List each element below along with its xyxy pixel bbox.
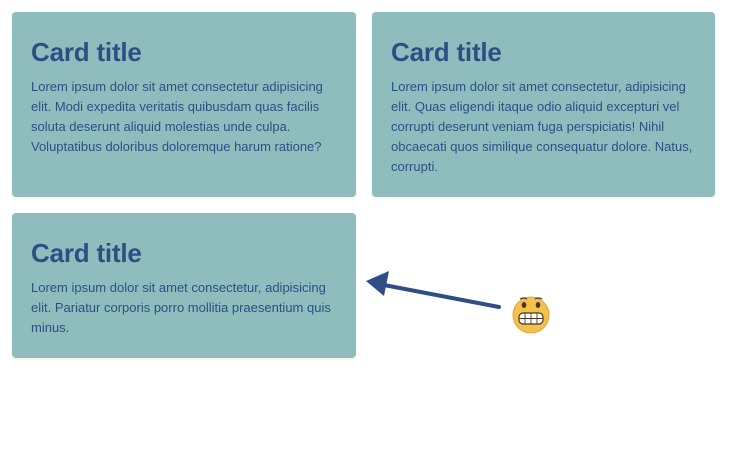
card-body: Lorem ipsum dolor sit amet consectetur a…	[31, 79, 323, 154]
card-title: Card title	[31, 238, 142, 268]
card-body: Lorem ipsum dolor sit amet consectetur, …	[391, 79, 693, 174]
card-1: Card title Lorem ipsum dolor sit amet co…	[12, 12, 356, 197]
grimacing-face-icon	[512, 296, 550, 334]
card-title: Card title	[31, 37, 142, 67]
arrow-left-icon	[366, 271, 501, 309]
card-2: Card title Lorem ipsum dolor sit amet co…	[372, 12, 715, 197]
card-3: Card title Lorem ipsum dolor sit amet co…	[12, 213, 356, 358]
card-body: Lorem ipsum dolor sit amet consectetur, …	[31, 280, 331, 335]
card-title: Card title	[391, 37, 502, 67]
